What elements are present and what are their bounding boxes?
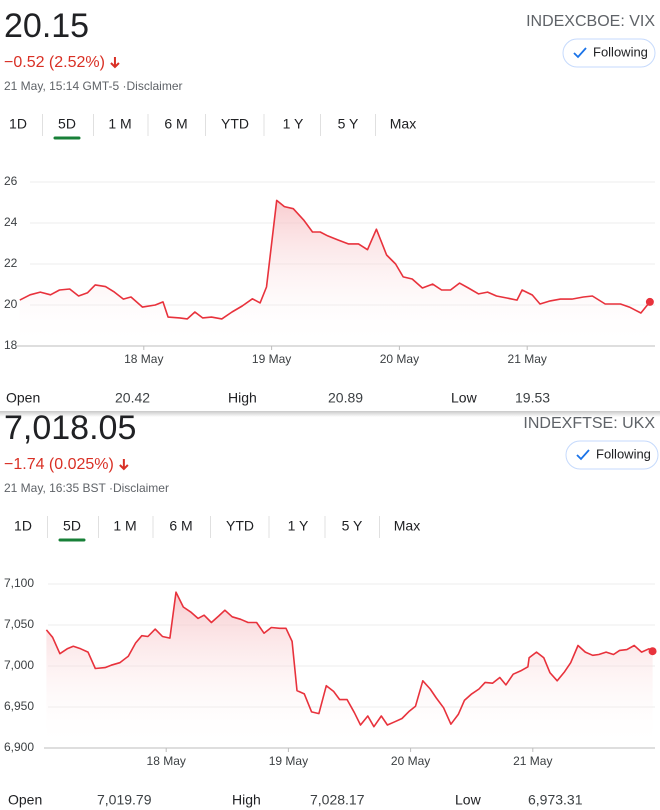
change: −0.52 (2.52%) xyxy=(4,54,105,71)
stat-value: 7,019.79 xyxy=(97,792,152,808)
y-tick-label: 22 xyxy=(4,256,18,270)
range-tab[interactable]: 1 Y xyxy=(288,518,309,534)
stat-label: High xyxy=(232,792,261,808)
x-tick-label: 19 May xyxy=(252,352,291,366)
range-tab[interactable]: Max xyxy=(394,518,420,534)
follow-button[interactable] xyxy=(562,38,656,68)
range-tab[interactable]: 1 M xyxy=(108,116,131,132)
stat-value: 20.89 xyxy=(328,390,363,406)
y-tick-label: 20 xyxy=(4,297,18,311)
y-tick-label: 7,100 xyxy=(4,576,34,590)
follow-button[interactable] xyxy=(565,440,659,470)
price: 7,018.05 xyxy=(4,409,136,447)
change: −1.74 (0.025%) xyxy=(4,456,114,473)
check-icon xyxy=(576,449,590,461)
down-arrow xyxy=(119,459,129,471)
range-tab[interactable]: 5D xyxy=(63,518,81,534)
stat-value: 19.53 xyxy=(515,390,550,406)
range-tab[interactable]: YTD xyxy=(221,116,249,132)
range-tab[interactable]: 5D xyxy=(58,116,76,132)
range-tab[interactable]: 5 Y xyxy=(342,518,363,534)
current-dot xyxy=(645,297,654,306)
x-tick-label: 19 May xyxy=(269,754,308,768)
range-tab[interactable]: 1D xyxy=(9,116,27,132)
stat-value: 20.42 xyxy=(115,390,150,406)
price-line xyxy=(45,591,654,728)
range-tab[interactable]: 6 M xyxy=(169,518,192,534)
y-tick-label: 7,000 xyxy=(4,658,34,672)
y-tick-label: 24 xyxy=(4,215,18,229)
y-tick-label: 6,900 xyxy=(4,740,34,754)
price: 20.15 xyxy=(4,7,89,45)
stat-value: 6,973.31 xyxy=(528,792,583,808)
x-tick-label: 20 May xyxy=(380,352,419,366)
price-line xyxy=(19,199,651,320)
current-dot xyxy=(648,647,657,656)
ticker: INDEXFTSE: UKX xyxy=(523,415,655,432)
range-tab[interactable]: 6 M xyxy=(164,116,187,132)
x-tick-label: 18 May xyxy=(147,754,186,768)
y-tick-label: 18 xyxy=(4,338,18,352)
stat-label: Open xyxy=(8,792,42,808)
y-tick-label: 26 xyxy=(4,174,18,188)
y-tick-label: 7,050 xyxy=(4,617,34,631)
stat-value: 7,028.17 xyxy=(310,792,365,808)
timestamp: 21 May, 16:35 BST ·Disclaimer xyxy=(4,481,169,495)
range-tab[interactable]: 1 M xyxy=(113,518,136,534)
follow-label: Following xyxy=(596,446,651,461)
check-icon xyxy=(573,47,587,59)
x-tick-label: 20 May xyxy=(391,754,430,768)
area-fill xyxy=(46,592,653,748)
down-arrow xyxy=(110,57,120,69)
stat-label: Low xyxy=(451,390,478,406)
y-tick-label: 6,950 xyxy=(4,699,34,713)
stat-label: Open xyxy=(6,390,40,406)
x-tick-label: 21 May xyxy=(508,352,547,366)
range-tab[interactable]: 5 Y xyxy=(338,116,359,132)
ticker: INDEXCBOE: VIX xyxy=(526,13,655,30)
stat-label: Low xyxy=(455,792,482,808)
timestamp: 21 May, 15:14 GMT-5 ·Disclaimer xyxy=(4,79,183,93)
follow-label: Following xyxy=(593,44,648,59)
x-tick-label: 18 May xyxy=(124,352,163,366)
range-tab[interactable]: 1 Y xyxy=(283,116,304,132)
range-tab[interactable]: Max xyxy=(390,116,416,132)
stat-label: High xyxy=(228,390,257,406)
range-tab[interactable]: 1D xyxy=(14,518,32,534)
x-tick-label: 21 May xyxy=(513,754,552,768)
range-tab[interactable]: YTD xyxy=(226,518,254,534)
area-fill xyxy=(19,200,650,346)
panel-divider xyxy=(0,411,660,417)
